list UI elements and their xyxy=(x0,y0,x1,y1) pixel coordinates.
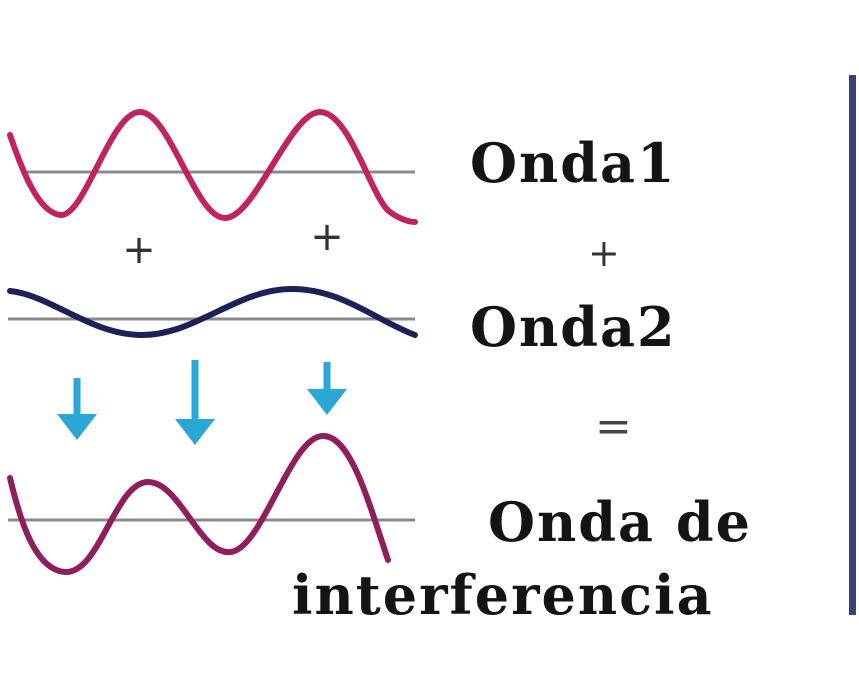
down-arrow-icon xyxy=(175,360,215,445)
plus-sign-left: + xyxy=(122,227,156,273)
wave1-label: Onda1 xyxy=(470,131,677,195)
plus-label: + xyxy=(588,231,620,275)
result-label-line2: interferencia xyxy=(292,563,714,627)
arrow-head xyxy=(175,419,215,445)
wave1-curve xyxy=(7,108,418,225)
down-arrow-icon xyxy=(57,378,97,440)
side-bar-edge xyxy=(849,75,856,615)
interference-wave-curve xyxy=(7,433,391,576)
down-arrow-icon xyxy=(307,362,347,415)
plus-sign-right: + xyxy=(310,214,344,260)
arrow-head xyxy=(307,389,347,415)
wave2-curve xyxy=(7,285,418,339)
equals-label: = xyxy=(595,401,632,452)
wave2-label: Onda2 xyxy=(470,295,677,359)
arrow-head xyxy=(57,414,97,440)
result-label-line1: Onda de xyxy=(488,490,752,554)
